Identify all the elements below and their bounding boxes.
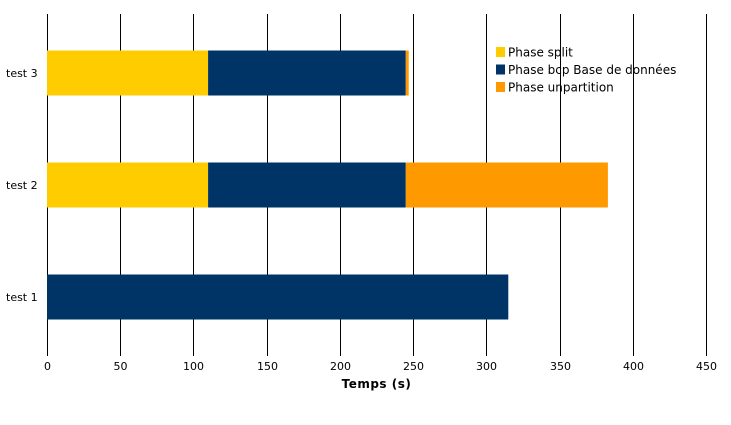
- bar-test-3-series-1: [208, 50, 406, 96]
- category-label-test-2: test 2: [6, 179, 38, 192]
- x-tick-label-0: 0: [44, 360, 51, 373]
- x-tick-label-450: 450: [696, 360, 717, 373]
- category-labels: test 3 test 2 test 1: [6, 67, 38, 304]
- legend: Phase split Phase bcp Base de données Phas…: [496, 46, 676, 95]
- bar-test-2-series-2: [405, 162, 608, 208]
- legend-label-1: Phase bcp Base de données: [508, 63, 676, 77]
- x-tick-label-150: 150: [257, 360, 278, 373]
- x-axis-title: Temps (s): [342, 377, 412, 391]
- legend-swatch-2: [496, 82, 505, 92]
- legend-label-2: Phase unpartition: [508, 81, 614, 95]
- legend-swatch-0: [496, 47, 505, 57]
- legend-swatch-1: [496, 64, 505, 75]
- bar-test-3-series-0: [47, 50, 209, 96]
- category-label-test-3: test 3: [6, 67, 38, 80]
- bar-test-1-series-1: [47, 274, 509, 320]
- bar-test-2-series-0: [47, 162, 209, 208]
- x-tick-label-100: 100: [183, 360, 204, 373]
- bar-test-2-series-1: [208, 162, 406, 208]
- x-tick-label-300: 300: [476, 360, 497, 373]
- bar-test-3-series-2: [405, 50, 409, 96]
- x-tick-label-50: 50: [114, 360, 128, 373]
- legend-label-0: Phase split: [508, 46, 573, 60]
- x-tick-labels: 0 50 100 150 200 250 300 350 400 450: [44, 360, 717, 373]
- x-tick-label-350: 350: [550, 360, 571, 373]
- x-tick-label-400: 400: [623, 360, 644, 373]
- category-label-test-1: test 1: [6, 291, 38, 304]
- x-tick-label-200: 200: [330, 360, 351, 373]
- x-tick-label-250: 250: [403, 360, 424, 373]
- bars: [47, 50, 608, 320]
